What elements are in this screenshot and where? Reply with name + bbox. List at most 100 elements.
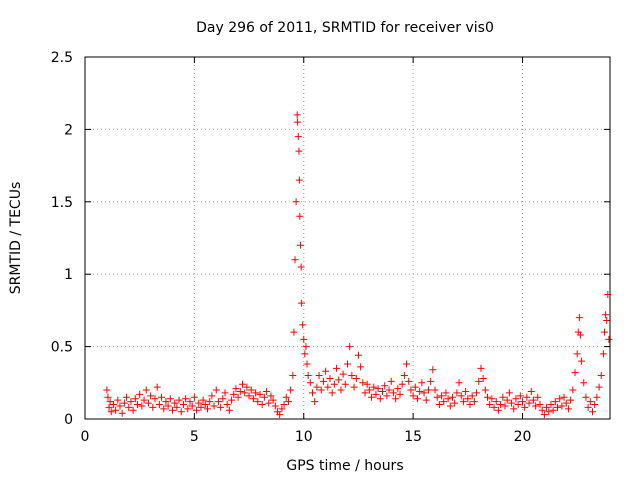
data-point (144, 399, 152, 407)
data-point (315, 372, 323, 380)
data-point (372, 390, 380, 398)
data-point (190, 393, 198, 401)
data-point (584, 403, 592, 411)
data-point (543, 403, 551, 411)
data-point (175, 396, 183, 404)
data-point (484, 393, 491, 401)
data-point (527, 387, 535, 395)
data-point (510, 405, 518, 413)
data-point (120, 399, 128, 407)
data-point (116, 402, 124, 410)
data-point (123, 393, 131, 401)
data-point (151, 395, 159, 403)
data-point (427, 377, 435, 385)
data-point (599, 350, 607, 358)
data-point (326, 374, 334, 382)
data-point (295, 176, 303, 184)
data-point (462, 387, 470, 395)
data-point (379, 387, 386, 395)
data-point (409, 392, 417, 400)
data-point (301, 350, 309, 358)
data-point (276, 411, 284, 419)
data-point (389, 389, 397, 397)
data-point (521, 403, 529, 411)
data-point (459, 398, 467, 406)
x-axis-label: GPS time / hours (286, 458, 403, 474)
data-point (455, 379, 463, 387)
data-point (576, 331, 584, 339)
data-point (293, 111, 301, 119)
y-axis-label: SRMTID / TECUs (8, 182, 24, 295)
data-point (547, 401, 555, 409)
data-point (134, 401, 141, 409)
data-point (337, 386, 345, 394)
data-point (258, 401, 266, 409)
y-tick-label: 2 (64, 122, 73, 138)
data-point (464, 395, 472, 403)
data-point (280, 401, 288, 409)
data-point (354, 351, 362, 359)
y-tick-label: 2.5 (51, 50, 73, 66)
data-point (228, 396, 236, 404)
data-point (184, 405, 192, 413)
x-tick-label: 5 (190, 429, 199, 445)
data-point (210, 402, 218, 410)
data-point (221, 389, 229, 397)
data-point (501, 402, 509, 410)
data-point (188, 402, 196, 410)
data-point (536, 401, 544, 409)
data-point (418, 379, 426, 387)
data-point (256, 390, 264, 398)
data-point (567, 396, 575, 404)
y-tick-label: 1 (64, 267, 73, 283)
data-point (433, 393, 441, 401)
data-point (365, 386, 373, 394)
data-point (490, 403, 498, 411)
data-point (475, 377, 483, 385)
data-point (416, 387, 424, 395)
data-point (479, 374, 487, 382)
data-point (508, 399, 516, 407)
data-point (166, 395, 174, 403)
data-point (225, 406, 233, 414)
data-point (422, 396, 430, 404)
data-point (322, 367, 330, 375)
data-point (440, 398, 448, 406)
data-point (290, 328, 298, 336)
data-point (405, 377, 413, 385)
data-point (387, 377, 395, 385)
data-point (571, 369, 579, 377)
data-point (499, 393, 507, 401)
data-point (446, 402, 454, 410)
data-point (223, 401, 231, 409)
data-point (263, 387, 271, 395)
data-point (361, 389, 369, 397)
data-point (383, 392, 391, 400)
data-point (201, 401, 209, 409)
data-point (303, 360, 311, 368)
data-point (294, 118, 302, 126)
data-point (540, 411, 548, 419)
data-point (297, 263, 305, 271)
data-point (424, 386, 432, 394)
data-point (252, 389, 260, 397)
data-point (350, 383, 358, 391)
data-point (562, 399, 570, 407)
data-point (376, 395, 384, 403)
data-point (468, 392, 476, 400)
data-point (313, 383, 321, 391)
data-point (219, 395, 227, 403)
grid-lines (85, 57, 610, 419)
data-point (291, 256, 299, 264)
data-point (241, 389, 249, 397)
y-tick-label: 0.5 (51, 340, 73, 356)
data-point (554, 403, 561, 411)
data-point (578, 357, 586, 365)
data-point (580, 379, 588, 387)
data-point (282, 393, 290, 401)
data-point (603, 317, 611, 325)
data-point (429, 366, 437, 374)
data-point (398, 380, 406, 388)
data-point (245, 392, 253, 400)
